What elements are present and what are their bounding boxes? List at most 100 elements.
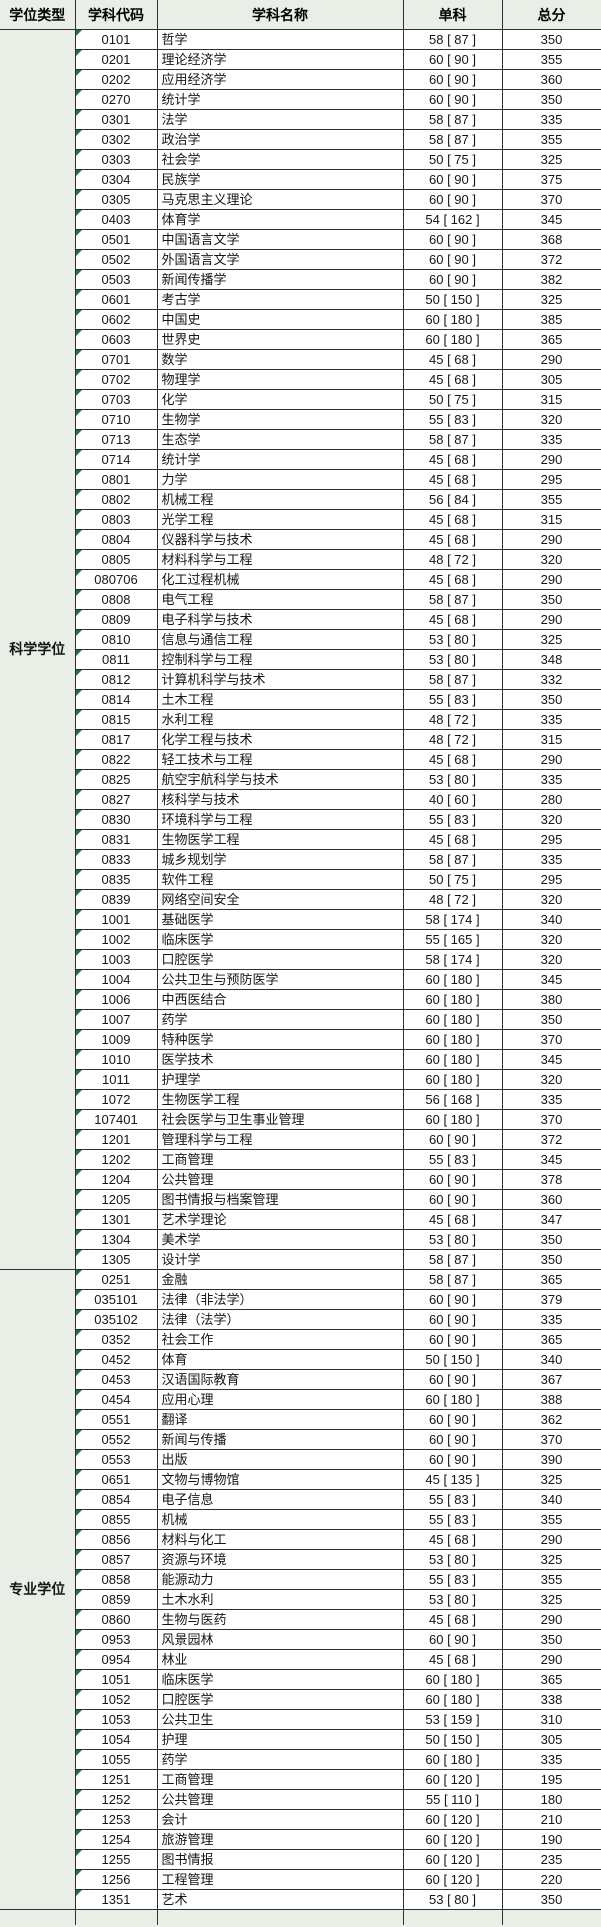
total-score-cell[interactable]: 340 xyxy=(501,1349,601,1370)
subject-code-cell[interactable]: 1055 xyxy=(74,1749,158,1770)
subject-name-cell[interactable]: 图书情报与档案管理 xyxy=(156,1189,404,1210)
single-subject-score-cell[interactable]: 60 [ 180 ] xyxy=(402,1069,503,1090)
total-score-cell[interactable]: 335 xyxy=(501,1309,601,1330)
degree-type-cell[interactable]: 科学学位 xyxy=(0,29,76,1270)
subject-code-cell[interactable]: 0805 xyxy=(74,549,158,570)
subject-name-cell[interactable]: 风景园林 xyxy=(156,1629,404,1650)
single-subject-score-cell[interactable]: 60 [ 90 ] xyxy=(402,1289,503,1310)
total-score-cell[interactable]: 335 xyxy=(501,1089,601,1110)
total-score-cell[interactable]: 350 xyxy=(501,1009,601,1030)
subject-name-cell[interactable]: 会计 xyxy=(156,1809,404,1830)
subject-name-cell[interactable]: 化学工程与技术 xyxy=(156,729,404,750)
total-score-cell[interactable]: 375 xyxy=(501,169,601,190)
subject-code-cell[interactable]: 1251 xyxy=(74,1769,158,1790)
total-score-cell[interactable]: 315 xyxy=(501,729,601,750)
single-subject-score-cell[interactable]: 58 [ 87 ] xyxy=(402,849,503,870)
subject-code-cell[interactable]: 035102 xyxy=(74,1309,158,1330)
subject-name-cell[interactable]: 特种医学 xyxy=(156,1029,404,1050)
single-subject-score-cell[interactable]: 60 [ 90 ] xyxy=(402,1449,503,1470)
subject-name-cell[interactable]: 化工过程机械 xyxy=(156,569,404,590)
single-subject-score-cell[interactable]: 58 [ 87 ] xyxy=(402,29,503,50)
total-score-cell[interactable]: 378 xyxy=(501,1169,601,1190)
subject-code-cell[interactable]: 0822 xyxy=(74,749,158,770)
single-subject-score-cell[interactable]: 56 [ 168 ] xyxy=(402,1089,503,1110)
single-subject-score-cell[interactable]: 60 [ 90 ] xyxy=(402,69,503,90)
subject-code-cell[interactable]: 0825 xyxy=(74,769,158,790)
subject-name-cell[interactable]: 计算机科学与技术 xyxy=(156,669,404,690)
subject-code-cell[interactable]: 0702 xyxy=(74,369,158,390)
single-subject-score-cell[interactable]: 53 [ 159 ] xyxy=(402,1709,503,1730)
total-score-cell[interactable]: 325 xyxy=(501,149,601,170)
total-score-cell[interactable]: 335 xyxy=(501,1749,601,1770)
single-subject-score-cell[interactable]: 60 [ 90 ] xyxy=(402,189,503,210)
subject-name-cell[interactable]: 资源与环境 xyxy=(156,1549,404,1570)
subject-code-cell[interactable]: 0954 xyxy=(74,1649,158,1670)
subject-name-cell[interactable]: 生物医学工程 xyxy=(156,829,404,850)
single-subject-score-cell[interactable]: 48 [ 72 ] xyxy=(402,549,503,570)
subject-name-cell[interactable]: 林业 xyxy=(156,1649,404,1670)
total-score-cell[interactable]: 320 xyxy=(501,889,601,910)
subject-name-cell[interactable]: 图书情报 xyxy=(156,1849,404,1870)
subject-code-cell[interactable]: 0270 xyxy=(74,89,158,110)
subject-code-cell[interactable]: 0860 xyxy=(74,1609,158,1630)
subject-name-cell[interactable]: 口腔医学 xyxy=(156,1689,404,1710)
single-subject-score-cell[interactable]: 60 [ 90 ] xyxy=(402,249,503,270)
subject-name-cell[interactable]: 应用经济学 xyxy=(156,69,404,90)
total-score-cell[interactable]: 340 xyxy=(501,909,601,930)
total-score-cell[interactable]: 350 xyxy=(501,1229,601,1250)
single-subject-score-cell[interactable]: 58 [ 87 ] xyxy=(402,129,503,150)
total-score-cell[interactable]: 335 xyxy=(501,429,601,450)
subject-name-cell[interactable]: 社会医学与卫生事业管理 xyxy=(156,1109,404,1130)
total-score-cell[interactable]: 290 xyxy=(501,1529,601,1550)
subject-code-cell[interactable]: 1051 xyxy=(74,1669,158,1690)
subject-name-cell[interactable]: 新闻与传播 xyxy=(156,1429,404,1450)
total-score-cell[interactable]: 370 xyxy=(501,1109,601,1130)
single-subject-score-cell[interactable]: 45 [ 68 ] xyxy=(402,609,503,630)
total-score-cell[interactable]: 350 xyxy=(501,589,601,610)
subject-code-cell[interactable]: 0803 xyxy=(74,509,158,530)
single-subject-score-cell[interactable]: 45 [ 68 ] xyxy=(402,529,503,550)
subject-code-cell[interactable]: 0713 xyxy=(74,429,158,450)
subject-name-cell[interactable]: 美术学 xyxy=(156,1229,404,1250)
total-score-cell[interactable]: 370 xyxy=(501,1029,601,1050)
subject-code-cell[interactable]: 0202 xyxy=(74,69,158,90)
total-score-cell[interactable]: 360 xyxy=(501,1189,601,1210)
subject-name-cell[interactable]: 土木水利 xyxy=(156,1589,404,1610)
subject-name-cell[interactable]: 艺术 xyxy=(156,1889,404,1910)
single-subject-score-cell[interactable]: 60 [ 90 ] xyxy=(402,1189,503,1210)
single-subject-score-cell[interactable]: 50 [ 150 ] xyxy=(402,1729,503,1750)
single-subject-score-cell[interactable]: 60 [ 90 ] xyxy=(402,169,503,190)
total-score-cell[interactable]: 350 xyxy=(501,1889,601,1910)
subject-name-cell[interactable]: 统计学 xyxy=(156,89,404,110)
subject-code-cell[interactable]: 1205 xyxy=(74,1189,158,1210)
subject-code-cell[interactable]: 0831 xyxy=(74,829,158,850)
total-score-cell[interactable]: 335 xyxy=(501,769,601,790)
single-subject-score-cell[interactable]: 45 [ 68 ] xyxy=(402,469,503,490)
subject-name-cell[interactable]: 金融 xyxy=(156,1269,404,1290)
subject-code-cell[interactable]: 0817 xyxy=(74,729,158,750)
single-subject-score-cell[interactable]: 60 [ 90 ] xyxy=(402,229,503,250)
subject-name-cell[interactable]: 土木工程 xyxy=(156,689,404,710)
subject-code-cell[interactable]: 0802 xyxy=(74,489,158,510)
subject-code-cell[interactable]: 0603 xyxy=(74,329,158,350)
single-subject-score-cell[interactable]: 58 [ 87 ] xyxy=(402,669,503,690)
total-score-cell[interactable]: 290 xyxy=(501,569,601,590)
total-score-cell[interactable]: 305 xyxy=(501,1729,601,1750)
single-subject-score-cell[interactable]: 53 [ 80 ] xyxy=(402,649,503,670)
single-subject-score-cell[interactable]: 58 [ 174 ] xyxy=(402,909,503,930)
total-score-cell[interactable]: 310 xyxy=(501,1709,601,1730)
subject-code-cell[interactable]: 0833 xyxy=(74,849,158,870)
subject-name-cell[interactable]: 哲学 xyxy=(156,29,404,50)
subject-name-cell[interactable]: 药学 xyxy=(156,1009,404,1030)
subject-code-cell[interactable]: 1255 xyxy=(74,1849,158,1870)
subject-code-cell[interactable]: 1006 xyxy=(74,989,158,1010)
total-score-cell[interactable]: 290 xyxy=(501,449,601,470)
subject-code-cell[interactable]: 0701 xyxy=(74,349,158,370)
single-subject-score-cell[interactable]: 58 [ 87 ] xyxy=(402,1249,503,1270)
subject-name-cell[interactable]: 法律（非法学） xyxy=(156,1289,404,1310)
total-score-cell[interactable]: 180 xyxy=(501,1789,601,1810)
subject-code-cell[interactable]: 0809 xyxy=(74,609,158,630)
total-score-cell[interactable]: 365 xyxy=(501,1269,601,1290)
subject-name-cell[interactable]: 水利工程 xyxy=(156,709,404,730)
subject-name-cell[interactable]: 能源动力 xyxy=(156,1569,404,1590)
